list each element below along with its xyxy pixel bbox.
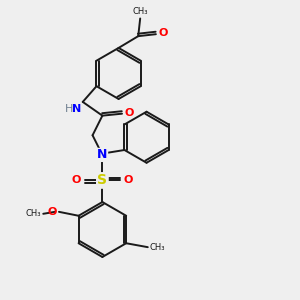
Text: CH₃: CH₃	[132, 7, 148, 16]
Text: S: S	[98, 173, 107, 188]
Text: O: O	[48, 207, 57, 217]
Text: CH₃: CH₃	[26, 209, 41, 218]
Text: H: H	[64, 104, 73, 114]
Text: N: N	[71, 104, 81, 114]
Text: CH₃: CH₃	[150, 243, 165, 252]
Text: O: O	[124, 176, 133, 185]
Text: O: O	[125, 108, 134, 118]
Text: O: O	[159, 28, 168, 38]
Text: N: N	[97, 148, 108, 161]
Text: O: O	[71, 176, 81, 185]
